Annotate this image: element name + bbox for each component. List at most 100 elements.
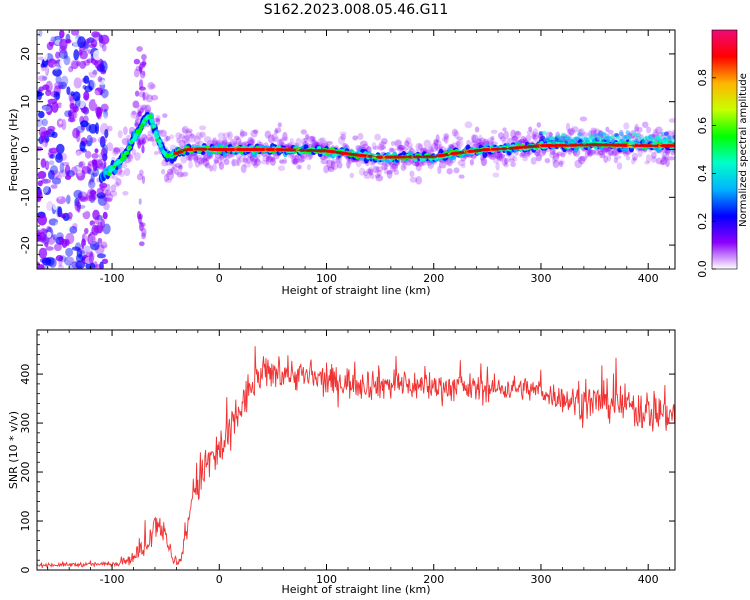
spectrogram-cell <box>292 158 299 165</box>
spectrogram-cell <box>298 164 303 170</box>
spectrogram-cell <box>616 162 623 170</box>
spectrogram-cell <box>79 60 87 69</box>
spectrogram-cell <box>526 130 534 135</box>
spectrogram-cell <box>111 175 119 180</box>
x-tick-label: 400 <box>638 272 659 285</box>
spectrogram-cell <box>50 169 61 179</box>
spectrogram-cell <box>226 155 231 160</box>
spectrogram-cell <box>457 159 466 167</box>
x-tick-label: -100 <box>100 573 125 586</box>
spectrogram-cell <box>131 148 136 156</box>
spectrogram-cell <box>479 156 485 161</box>
spectrogram-cell <box>81 166 91 174</box>
spectrogram-cell <box>613 157 619 164</box>
spectrogram-cell <box>404 139 410 147</box>
spectrogram-cell <box>319 137 327 144</box>
spectrogram-cell <box>433 141 439 151</box>
spectrogram-cell <box>273 136 280 143</box>
spectrogram-cell <box>51 101 59 113</box>
spectrogram-cell <box>379 141 387 146</box>
spectrogram-cell <box>37 195 42 203</box>
spectrogram-cell <box>101 44 107 52</box>
spectrogram-cell <box>199 125 207 131</box>
spectrogram-cell <box>289 138 294 144</box>
spectrogram-cell <box>383 167 389 175</box>
spectrogram-cell <box>74 150 85 162</box>
spectrogram-cell <box>239 129 245 139</box>
spectrogram-cell <box>458 174 465 179</box>
spectrogram-cell <box>98 79 107 86</box>
spectrogram-cell <box>89 190 97 196</box>
spectrogram-cell <box>83 30 92 39</box>
spectrogram-cell <box>340 133 346 141</box>
spectrogram-cell <box>558 160 564 168</box>
spectrogram-cell <box>58 120 67 125</box>
spectrogram-cell <box>180 155 188 164</box>
spectrogram-cell <box>567 148 572 155</box>
spectrogram-cell <box>250 158 258 166</box>
colorbar-ticks: 0.0 0.2 0.4 0.6 0.8 <box>696 69 716 278</box>
spectrogram-cell <box>90 172 95 183</box>
spectrogram-cell <box>128 154 133 160</box>
spectrogram-cell <box>187 154 194 161</box>
spectrogram-cell <box>370 161 375 167</box>
spectrogram-cell <box>443 135 449 144</box>
spectrogram-cell <box>41 76 48 81</box>
spectrogram-cell <box>451 128 458 137</box>
spectrogram-cell <box>320 154 328 160</box>
spectrogram-cell <box>372 145 379 151</box>
spectrogram-cell <box>55 153 63 164</box>
spectrogram-cell <box>265 155 274 163</box>
spectrogram-cell <box>101 258 109 264</box>
spectrogram-cell <box>84 38 90 46</box>
spectrogram-cell <box>127 153 134 162</box>
spectrogram-cell <box>317 138 325 145</box>
spectrogram-cell <box>514 131 522 139</box>
spectrogram-cell <box>149 83 157 89</box>
y-tick-label: -20 <box>19 236 32 254</box>
spectrogram-cell <box>301 137 307 145</box>
spectrogram-cell <box>42 49 48 62</box>
spectrogram-cell <box>145 94 154 103</box>
spectrogram-cell <box>136 46 143 52</box>
spectrogram-cell <box>294 154 300 164</box>
spectrogram-cell <box>71 60 79 70</box>
spectrogram-cell <box>366 146 372 153</box>
spectrogram-cell <box>96 253 106 259</box>
spectrogram-cell <box>87 49 92 54</box>
spectrogram-cell <box>136 173 144 181</box>
spectrogram-cell <box>557 159 565 165</box>
spectrogram-cell <box>520 135 527 144</box>
spectrogram-cell <box>78 161 86 169</box>
spectrogram-cell <box>123 167 131 177</box>
spectrogram-cell <box>37 264 45 269</box>
spectrogram-cell <box>121 137 130 146</box>
spectrogram-cell <box>41 178 51 184</box>
spectrogram-cell <box>306 135 315 143</box>
spectrogram-cell <box>453 130 460 139</box>
spectrogram-cell <box>492 172 500 178</box>
spectrogram-cell <box>366 168 372 175</box>
spectrogram-cell <box>522 157 528 162</box>
spectrogram-cell <box>446 168 453 175</box>
spectrogram-cell <box>337 161 343 169</box>
spectrogram-cell <box>141 54 147 61</box>
spectrogram-cell <box>512 135 518 145</box>
spectrogram-cell <box>371 142 377 150</box>
spectrogram-cell <box>274 129 279 134</box>
spectrogram-cell <box>568 129 575 137</box>
spectrogram-cell <box>88 43 97 49</box>
spectrogram-cell <box>581 132 589 137</box>
spectrogram-cell <box>415 176 423 185</box>
spectrogram-cell <box>495 161 500 171</box>
spectrogram-cell <box>93 32 102 41</box>
spectrogram-cell <box>181 127 186 134</box>
spectrogram-cell <box>535 153 543 162</box>
spectrogram-cell <box>199 131 206 138</box>
spectrogram-cell <box>389 163 397 173</box>
spectrogram-cell <box>475 138 482 145</box>
spectrogram-cell <box>174 162 183 168</box>
spectrogram-cell <box>99 162 107 169</box>
spectrogram-cell <box>122 154 127 160</box>
spectrogram-cell <box>54 81 63 90</box>
